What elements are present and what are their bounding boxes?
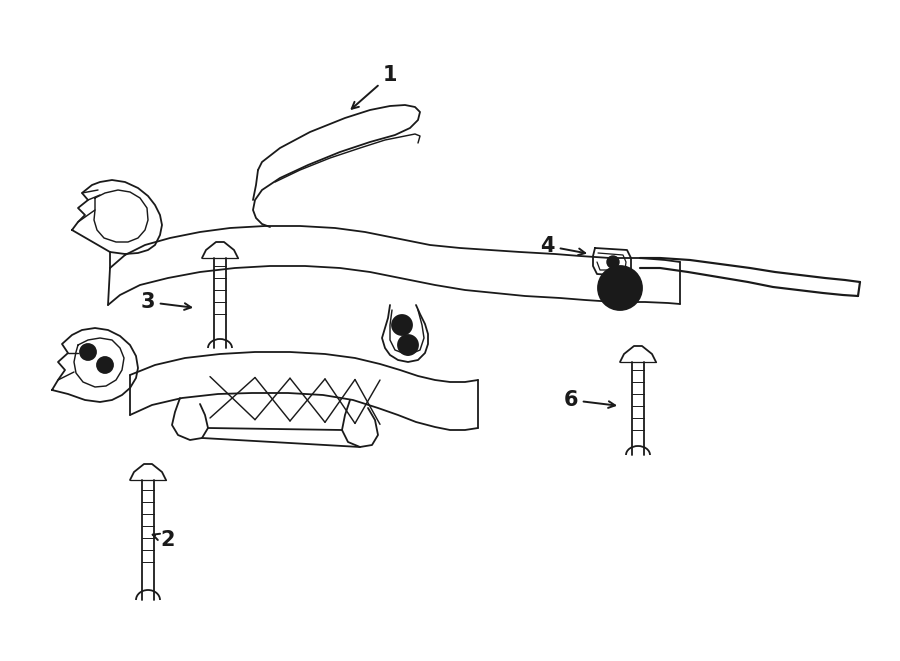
Circle shape <box>80 344 96 360</box>
Circle shape <box>610 278 630 298</box>
Text: 4: 4 <box>541 236 585 256</box>
Circle shape <box>598 266 642 310</box>
Text: 3: 3 <box>140 292 191 312</box>
Circle shape <box>607 256 619 268</box>
Circle shape <box>392 315 412 335</box>
Circle shape <box>97 357 113 373</box>
Text: 5: 5 <box>603 278 625 298</box>
Text: 2: 2 <box>153 530 175 550</box>
Text: 6: 6 <box>563 390 615 410</box>
Circle shape <box>398 335 418 355</box>
Text: 1: 1 <box>352 65 397 108</box>
